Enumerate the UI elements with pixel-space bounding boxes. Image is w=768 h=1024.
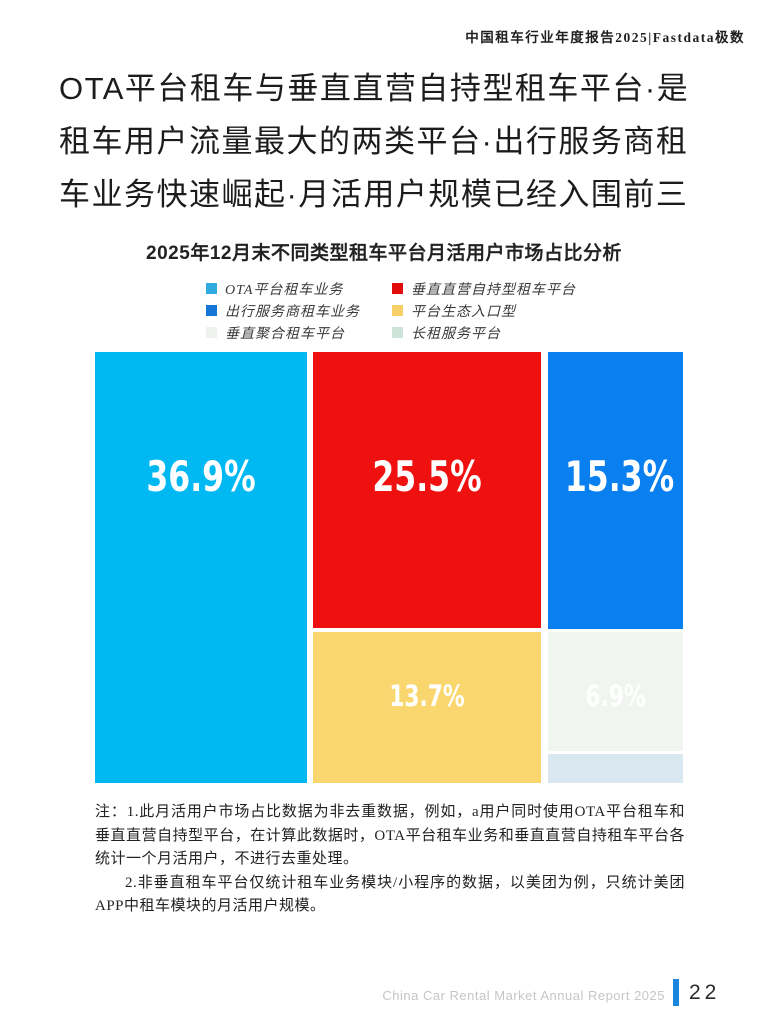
- chart-legend: OTA平台租车业务 垂直直营自持型租车平台 出行服务商租车业务 平台生态入口型 …: [206, 281, 576, 342]
- legend-item-vertical-direct: 垂直直营自持型租车平台: [392, 281, 576, 298]
- footnote-1: 注：1.此月活用户市场占比数据为非去重数据，例如，a用户同时使用OTA平台租车和…: [95, 804, 685, 867]
- treemap-value-label: 6.9%: [585, 679, 646, 713]
- legend-swatch-icon: [206, 283, 217, 294]
- legend-item-long-rent: 长租服务平台: [392, 325, 576, 342]
- legend-item-platform-eco: 平台生态入口型: [392, 303, 576, 320]
- legend-label: 垂直直营自持型租车平台: [411, 282, 576, 298]
- legend-swatch-icon: [206, 305, 217, 316]
- treemap-value-label: 36.9%: [146, 452, 256, 501]
- legend-swatch-icon: [392, 283, 403, 294]
- treemap-block-vertical-aggregator: 6.9%: [548, 632, 683, 751]
- treemap-chart: 36.9% 25.5% 15.3% 13.7% 6.9%: [95, 352, 683, 783]
- legend-label: 平台生态入口型: [411, 304, 516, 320]
- legend-label: OTA平台租车业务: [225, 282, 344, 298]
- treemap-block-vertical-direct: 25.5%: [313, 352, 541, 628]
- page-title: OTA平台租车与垂直直营自持型租车平台·是租车用户流量最大的两类平台·出行服务商…: [59, 71, 690, 212]
- legend-item-ota: OTA平台租车业务: [206, 281, 392, 298]
- chart-title: 2025年12月末不同类型租车平台月活用户市场占比分析: [146, 243, 622, 264]
- treemap-block-long-rent: [548, 754, 683, 783]
- treemap-block-ota: 36.9%: [95, 352, 307, 783]
- footer-report-name: China Car Rental Market Annual Report 20…: [382, 988, 665, 1003]
- treemap-block-mobility-provider: 15.3%: [548, 352, 683, 629]
- treemap-block-platform-eco: 13.7%: [313, 632, 541, 783]
- legend-swatch-icon: [392, 327, 403, 338]
- legend-label: 长租服务平台: [411, 326, 501, 342]
- legend-item-vertical-aggregator: 垂直聚合租车平台: [206, 325, 392, 342]
- footnote-2: 2.非垂直租车平台仅统计租车业务模块/小程序的数据，以美团为例，只统计美团APP…: [95, 874, 685, 915]
- legend-swatch-icon: [392, 305, 403, 316]
- chart-footnotes: 注：1.此月活用户市场占比数据为非去重数据，例如，a用户同时使用OTA平台租车和…: [95, 801, 685, 919]
- footer-page-number: 22: [689, 981, 721, 1004]
- legend-label: 出行服务商租车业务: [225, 304, 360, 320]
- legend-label: 垂直聚合租车平台: [225, 326, 345, 342]
- footer-divider-bar: [673, 979, 679, 1006]
- legend-item-mobility-provider: 出行服务商租车业务: [206, 303, 392, 320]
- treemap-value-label: 25.5%: [372, 452, 482, 501]
- report-header: 中国租车行业年度报告2025|Fastdata极数: [465, 30, 745, 45]
- legend-swatch-icon: [206, 327, 217, 338]
- treemap-value-label: 13.7%: [389, 679, 465, 713]
- treemap-value-label: 15.3%: [564, 452, 675, 501]
